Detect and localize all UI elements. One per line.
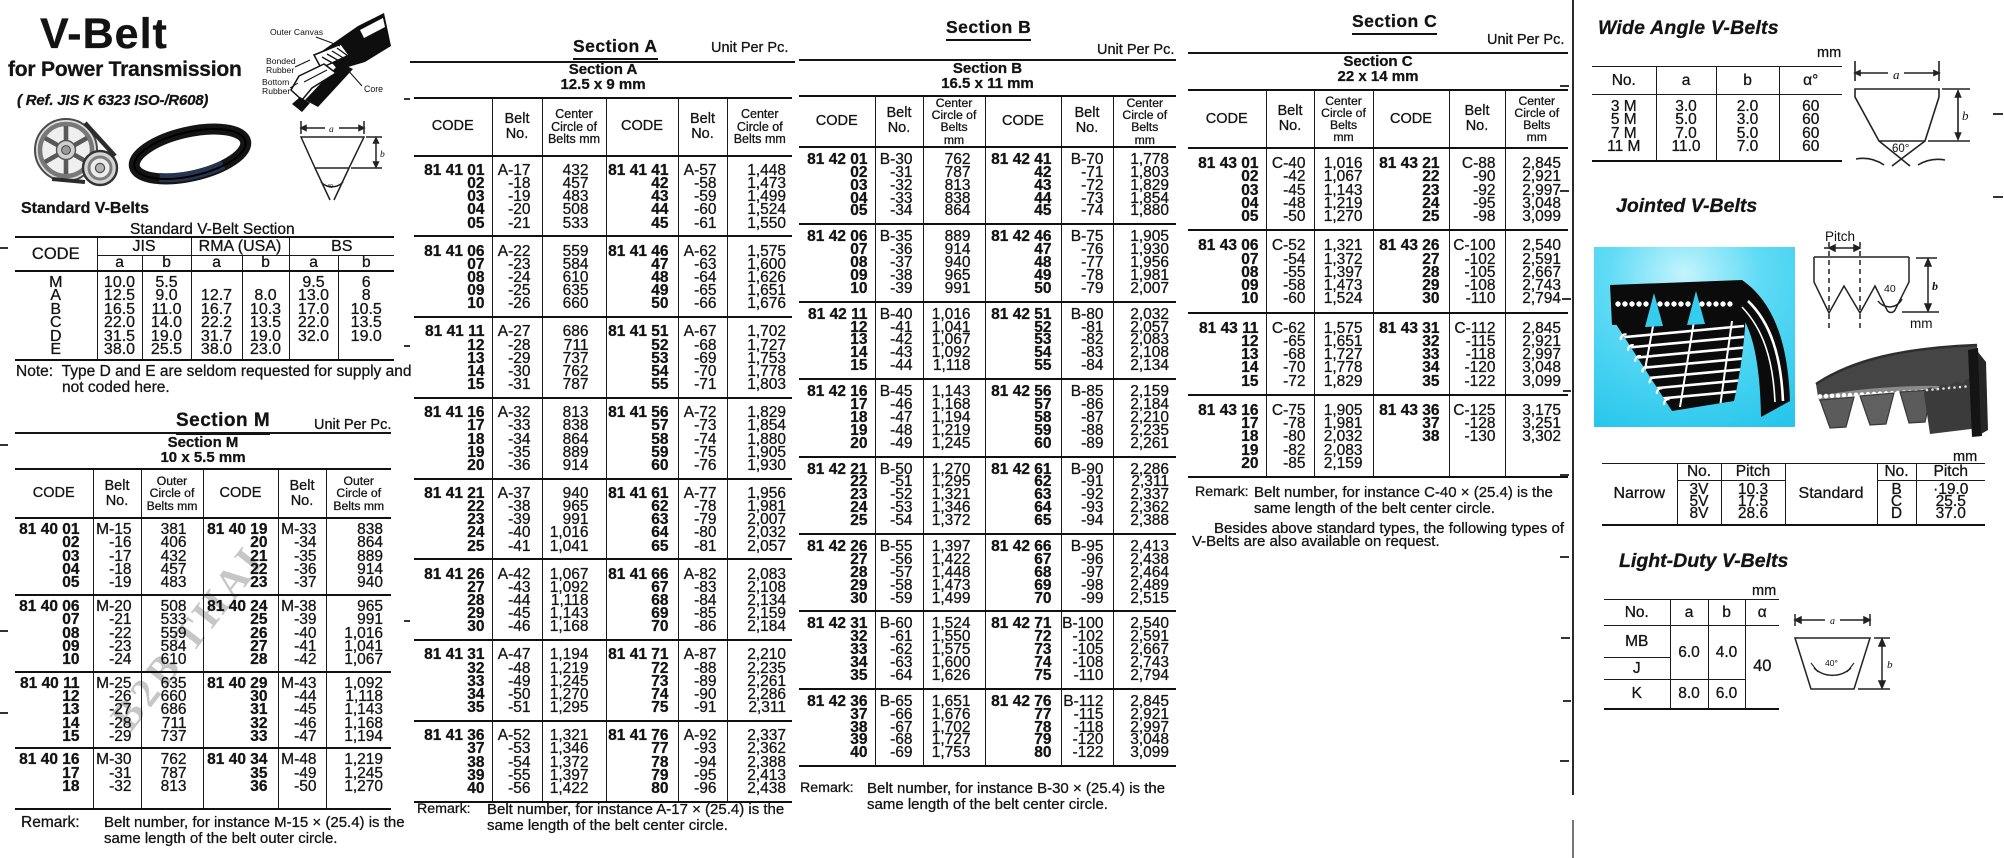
svg-text:b: b [380, 150, 385, 160]
svg-text:40°: 40° [1825, 658, 1838, 668]
svg-text:mm: mm [1910, 316, 1933, 331]
svg-text:a: a [1830, 616, 1835, 627]
svg-text:Bonded: Bonded [266, 56, 296, 66]
svg-text:40: 40 [1884, 283, 1896, 295]
svg-text:b: b [1887, 659, 1893, 671]
svg-text:Core: Core [364, 84, 383, 94]
svg-text:60°: 60° [1892, 143, 1909, 155]
svg-text:Rubber: Rubber [262, 86, 290, 96]
svg-text:40: 40 [327, 184, 333, 190]
svg-text:Bottom: Bottom [262, 77, 289, 87]
svg-text:a: a [329, 125, 334, 135]
svg-text:b: b [1962, 108, 1969, 123]
svg-text:Rubber: Rubber [266, 65, 294, 75]
svg-text:b: b [1932, 279, 1938, 293]
svg-text:Pitch: Pitch [1825, 229, 1855, 244]
svg-text:Outer Canvas: Outer Canvas [270, 27, 323, 37]
svg-text:a: a [1893, 67, 1900, 82]
